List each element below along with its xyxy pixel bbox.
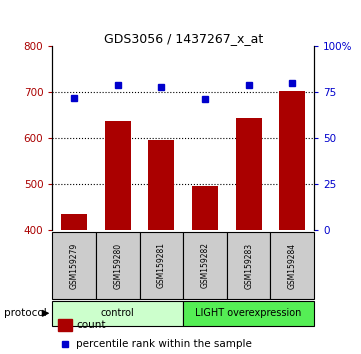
Text: control: control <box>101 308 135 318</box>
FancyBboxPatch shape <box>227 232 270 299</box>
FancyBboxPatch shape <box>140 232 183 299</box>
Title: GDS3056 / 1437267_x_at: GDS3056 / 1437267_x_at <box>104 32 263 45</box>
Bar <box>61 214 87 230</box>
Text: count: count <box>76 320 105 330</box>
Text: GSM159280: GSM159280 <box>113 242 122 289</box>
Text: GSM159282: GSM159282 <box>200 242 209 289</box>
Bar <box>279 91 305 230</box>
Text: percentile rank within the sample: percentile rank within the sample <box>76 339 252 349</box>
Text: LIGHT overexpression: LIGHT overexpression <box>195 308 302 318</box>
Text: protocol: protocol <box>4 308 47 318</box>
FancyBboxPatch shape <box>270 232 314 299</box>
FancyBboxPatch shape <box>52 232 96 299</box>
Text: GSM159284: GSM159284 <box>288 242 297 289</box>
FancyBboxPatch shape <box>183 301 314 326</box>
Bar <box>192 186 218 230</box>
Text: GSM159283: GSM159283 <box>244 242 253 289</box>
Bar <box>148 140 174 230</box>
Text: GSM159279: GSM159279 <box>70 242 79 289</box>
FancyBboxPatch shape <box>52 301 183 326</box>
FancyBboxPatch shape <box>96 232 140 299</box>
Text: GSM159281: GSM159281 <box>157 242 166 289</box>
Bar <box>236 118 262 230</box>
Bar <box>105 121 131 230</box>
FancyBboxPatch shape <box>183 232 227 299</box>
Bar <box>57 319 72 331</box>
